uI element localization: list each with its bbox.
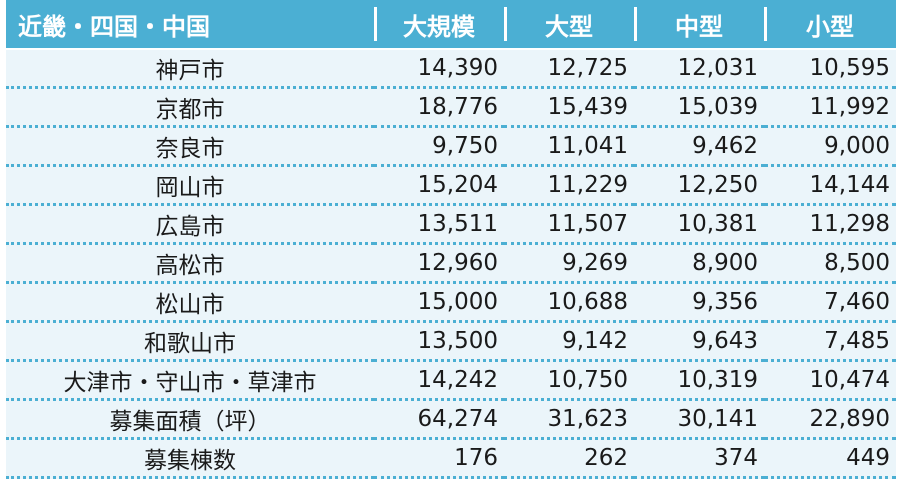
table-row: 高松市 12,960 9,269 8,900 8,500 bbox=[6, 245, 896, 284]
large-cell: 10,750 bbox=[504, 362, 634, 401]
small-cell: 10,595 bbox=[764, 50, 896, 89]
medium-cell: 30,141 bbox=[634, 401, 764, 440]
header-large-scale: 大規模 bbox=[374, 0, 504, 50]
table-row: 募集棟数 176 262 374 449 bbox=[6, 440, 896, 479]
area-cell: 和歌山市 bbox=[6, 323, 374, 362]
small-cell: 7,485 bbox=[764, 323, 896, 362]
area-cell: 松山市 bbox=[6, 284, 374, 323]
large-cell: 10,688 bbox=[504, 284, 634, 323]
large-scale-cell: 13,500 bbox=[374, 323, 504, 362]
small-cell: 10,474 bbox=[764, 362, 896, 401]
medium-cell: 10,381 bbox=[634, 206, 764, 245]
large-cell: 15,439 bbox=[504, 89, 634, 128]
table-row: 神戸市 14,390 12,725 12,031 10,595 bbox=[6, 50, 896, 89]
large-scale-cell: 15,204 bbox=[374, 167, 504, 206]
area-cell: 京都市 bbox=[6, 89, 374, 128]
small-cell: 449 bbox=[764, 440, 896, 479]
large-scale-cell: 18,776 bbox=[374, 89, 504, 128]
table-row: 募集面積（坪） 64,274 31,623 30,141 22,890 bbox=[6, 401, 896, 440]
area-cell: 神戸市 bbox=[6, 50, 374, 89]
small-cell: 11,992 bbox=[764, 89, 896, 128]
large-cell: 11,507 bbox=[504, 206, 634, 245]
header-large: 大型 bbox=[504, 0, 634, 50]
small-cell: 7,460 bbox=[764, 284, 896, 323]
large-cell: 12,725 bbox=[504, 50, 634, 89]
small-cell: 9,000 bbox=[764, 128, 896, 167]
area-cell: 奈良市 bbox=[6, 128, 374, 167]
large-scale-cell: 64,274 bbox=[374, 401, 504, 440]
table-row: 広島市 13,511 11,507 10,381 11,298 bbox=[6, 206, 896, 245]
table-row: 松山市 15,000 10,688 9,356 7,460 bbox=[6, 284, 896, 323]
large-cell: 11,229 bbox=[504, 167, 634, 206]
area-cell: 大津市・守山市・草津市 bbox=[6, 362, 374, 401]
large-cell: 262 bbox=[504, 440, 634, 479]
table-row: 岡山市 15,204 11,229 12,250 14,144 bbox=[6, 167, 896, 206]
large-scale-cell: 15,000 bbox=[374, 284, 504, 323]
medium-cell: 9,643 bbox=[634, 323, 764, 362]
large-cell: 31,623 bbox=[504, 401, 634, 440]
large-cell: 9,142 bbox=[504, 323, 634, 362]
table-row: 京都市 18,776 15,439 15,039 11,992 bbox=[6, 89, 896, 128]
area-cell: 募集面積（坪） bbox=[6, 401, 374, 440]
area-cell: 高松市 bbox=[6, 245, 374, 284]
header-row: 近畿・四国・中国 大規模 大型 中型 小型 bbox=[6, 0, 896, 50]
small-cell: 8,500 bbox=[764, 245, 896, 284]
large-scale-cell: 176 bbox=[374, 440, 504, 479]
small-cell: 11,298 bbox=[764, 206, 896, 245]
medium-cell: 12,250 bbox=[634, 167, 764, 206]
medium-cell: 9,462 bbox=[634, 128, 764, 167]
medium-cell: 374 bbox=[634, 440, 764, 479]
large-scale-cell: 13,511 bbox=[374, 206, 504, 245]
medium-cell: 10,319 bbox=[634, 362, 764, 401]
large-scale-cell: 14,242 bbox=[374, 362, 504, 401]
table-row: 大津市・守山市・草津市 14,242 10,750 10,319 10,474 bbox=[6, 362, 896, 401]
medium-cell: 8,900 bbox=[634, 245, 764, 284]
medium-cell: 9,356 bbox=[634, 284, 764, 323]
large-scale-cell: 14,390 bbox=[374, 50, 504, 89]
medium-cell: 15,039 bbox=[634, 89, 764, 128]
area-cell: 募集棟数 bbox=[6, 440, 374, 479]
header-small: 小型 bbox=[764, 0, 896, 50]
small-cell: 14,144 bbox=[764, 167, 896, 206]
table-row: 和歌山市 13,500 9,142 9,643 7,485 bbox=[6, 323, 896, 362]
data-table: 近畿・四国・中国 大規模 大型 中型 小型 神戸市 14,390 12,725 12,… bbox=[6, 0, 896, 479]
medium-cell: 12,031 bbox=[634, 50, 764, 89]
large-scale-cell: 9,750 bbox=[374, 128, 504, 167]
table-row: 奈良市 9,750 11,041 9,462 9,000 bbox=[6, 128, 896, 167]
large-cell: 11,041 bbox=[504, 128, 634, 167]
area-cell: 岡山市 bbox=[6, 167, 374, 206]
large-cell: 9,269 bbox=[504, 245, 634, 284]
small-cell: 22,890 bbox=[764, 401, 896, 440]
header-medium: 中型 bbox=[634, 0, 764, 50]
header-region: 近畿・四国・中国 bbox=[6, 0, 374, 50]
large-scale-cell: 12,960 bbox=[374, 245, 504, 284]
area-cell: 広島市 bbox=[6, 206, 374, 245]
table-body: 神戸市 14,390 12,725 12,031 10,595 京都市 18,776 15,4… bbox=[6, 50, 896, 479]
